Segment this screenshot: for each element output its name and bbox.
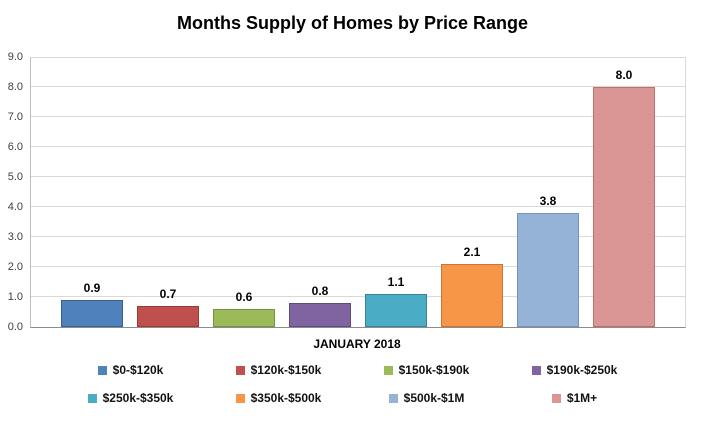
- legend-swatch-icon: [531, 365, 541, 375]
- bar-series: 0.9 0.7 0.6 0.8 1.1 2.1 3.8 8.0: [31, 57, 685, 327]
- bar-slot: 0.8: [289, 57, 351, 327]
- gridline: [31, 57, 685, 58]
- plot-area: 0.9 0.7 0.6 0.8 1.1 2.1 3.8 8.0: [30, 57, 686, 328]
- y-tick-label: 4.0: [7, 201, 23, 213]
- y-tick-label: 2.0: [7, 261, 23, 273]
- y-tick-label: 9.0: [7, 51, 23, 63]
- y-tick-label: 7.0: [7, 111, 23, 123]
- legend-item: $150k-$190k: [353, 363, 501, 377]
- bar-value-label: 0.9: [83, 281, 101, 295]
- bar-5: [365, 294, 427, 327]
- y-tick-label: 0.0: [7, 321, 23, 333]
- legend-item: $350k-$500k: [205, 391, 353, 405]
- legend-label: $120k-$150k: [250, 363, 322, 377]
- gridline: [31, 266, 685, 267]
- bar-slot: 3.8: [517, 57, 579, 327]
- legend-item: $190k-$250k: [501, 363, 649, 377]
- bar-value-label: 0.7: [159, 287, 177, 301]
- x-axis-label: JANUARY 2018: [313, 337, 401, 351]
- legend-swatch-icon: [383, 365, 393, 375]
- legend-swatch-icon: [97, 365, 107, 375]
- legend-swatch-icon: [235, 393, 245, 403]
- legend-item: $120k-$150k: [205, 363, 353, 377]
- legend-swatch-icon: [87, 393, 97, 403]
- chart-title: Months Supply of Homes by Price Range: [176, 13, 529, 33]
- gridline: [31, 146, 685, 147]
- bar-slot: 0.7: [137, 57, 199, 327]
- legend-label: $250k-$350k: [102, 391, 174, 405]
- legend-swatch-icon: [235, 365, 245, 375]
- bar-1: [61, 300, 123, 327]
- legend-label: $150k-$190k: [398, 363, 470, 377]
- legend-item: $0-$120k: [57, 363, 205, 377]
- bar-value-label: 0.6: [235, 290, 253, 304]
- y-tick-label: 6.0: [7, 141, 23, 153]
- bar-slot: 2.1: [441, 57, 503, 327]
- legend-item: $250k-$350k: [57, 391, 205, 405]
- bar-slot: 0.6: [213, 57, 275, 327]
- bar-slot: 8.0: [593, 57, 655, 327]
- y-tick-label: 8.0: [7, 81, 23, 93]
- legend-item: $1M+: [501, 391, 649, 405]
- legend-swatch-icon: [551, 393, 561, 403]
- gridline: [31, 296, 685, 297]
- bar-value-label: 8.0: [615, 68, 633, 82]
- y-axis: 0.0 1.0 2.0 3.0 4.0 5.0 6.0 7.0 8.0 9.0: [0, 51, 25, 333]
- legend-swatch-icon: [388, 393, 398, 403]
- bar-6: [441, 264, 503, 327]
- bar-slot: 0.9: [61, 57, 123, 327]
- bar-value-label: 3.8: [539, 194, 557, 208]
- y-tick-label: 3.0: [7, 231, 23, 243]
- bar-7: [517, 213, 579, 327]
- bar-value-label: 0.8: [311, 284, 329, 298]
- legend-label: $350k-$500k: [250, 391, 322, 405]
- legend-label: $1M+: [566, 391, 598, 405]
- bar-2: [137, 306, 199, 327]
- legend: $0-$120k $120k-$150k $150k-$190k $190k-$250…: [0, 363, 705, 405]
- gridline: [31, 236, 685, 237]
- gridline: [31, 176, 685, 177]
- legend-label: $500k-$1M: [403, 391, 465, 405]
- gridline: [31, 116, 685, 117]
- gridline: [31, 206, 685, 207]
- bar-8: [593, 87, 655, 327]
- legend-item: $500k-$1M: [353, 391, 501, 405]
- legend-label: $0-$120k: [112, 363, 164, 377]
- bar-3: [213, 309, 275, 327]
- bar-value-label: 1.1: [387, 275, 405, 289]
- y-tick-label: 5.0: [7, 171, 23, 183]
- bar-4: [289, 303, 351, 327]
- bar-value-label: 2.1: [463, 245, 481, 259]
- y-tick-label: 1.0: [7, 291, 23, 303]
- bar-slot: 1.1: [365, 57, 427, 327]
- legend-label: $190k-$250k: [546, 363, 618, 377]
- gridline: [31, 86, 685, 87]
